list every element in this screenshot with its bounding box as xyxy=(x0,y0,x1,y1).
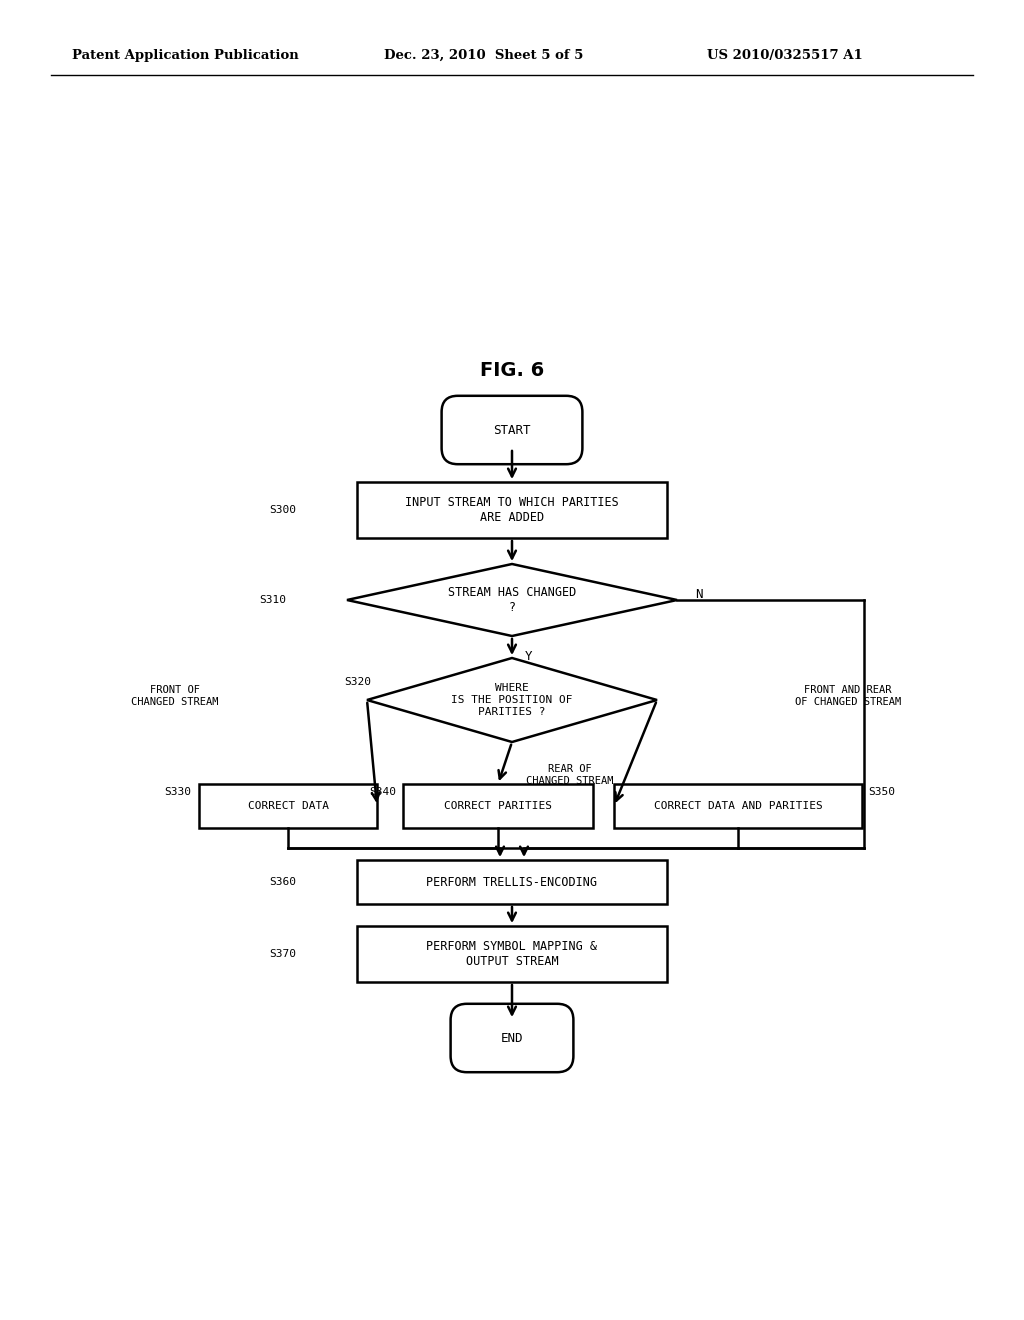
Text: CORRECT DATA: CORRECT DATA xyxy=(248,801,329,810)
FancyBboxPatch shape xyxy=(451,1003,573,1072)
Text: N: N xyxy=(695,587,702,601)
Text: S330: S330 xyxy=(164,787,191,797)
Bar xyxy=(357,927,667,982)
Text: PERFORM SYMBOL MAPPING &
OUTPUT STREAM: PERFORM SYMBOL MAPPING & OUTPUT STREAM xyxy=(427,940,597,968)
Polygon shape xyxy=(367,657,657,742)
Text: Dec. 23, 2010  Sheet 5 of 5: Dec. 23, 2010 Sheet 5 of 5 xyxy=(384,49,584,62)
Text: WHERE
IS THE POSITION OF
PARITIES ?: WHERE IS THE POSITION OF PARITIES ? xyxy=(452,684,572,717)
Text: PERFORM TRELLIS-ENCODING: PERFORM TRELLIS-ENCODING xyxy=(427,875,597,888)
Text: S320: S320 xyxy=(344,677,371,686)
Text: FIG. 6: FIG. 6 xyxy=(480,360,544,380)
Text: END: END xyxy=(501,1031,523,1044)
Text: S300: S300 xyxy=(269,506,296,515)
Text: S350: S350 xyxy=(868,787,895,797)
Text: CORRECT DATA AND PARITIES: CORRECT DATA AND PARITIES xyxy=(653,801,822,810)
FancyBboxPatch shape xyxy=(441,396,583,465)
Text: S310: S310 xyxy=(259,595,286,605)
Bar xyxy=(357,861,667,904)
Text: REAR OF
CHANGED STREAM: REAR OF CHANGED STREAM xyxy=(526,764,613,785)
Text: S340: S340 xyxy=(369,787,396,797)
Text: FRONT OF
CHANGED STREAM: FRONT OF CHANGED STREAM xyxy=(131,685,219,706)
Bar xyxy=(199,784,377,828)
Polygon shape xyxy=(347,564,677,636)
Text: US 2010/0325517 A1: US 2010/0325517 A1 xyxy=(707,49,862,62)
Text: S370: S370 xyxy=(269,949,296,960)
Bar xyxy=(614,784,862,828)
Text: STREAM HAS CHANGED
?: STREAM HAS CHANGED ? xyxy=(447,586,577,614)
Text: FRONT AND REAR
OF CHANGED STREAM: FRONT AND REAR OF CHANGED STREAM xyxy=(795,685,901,706)
Text: CORRECT PARITIES: CORRECT PARITIES xyxy=(444,801,552,810)
Text: Y: Y xyxy=(525,649,532,663)
Bar xyxy=(403,784,593,828)
Text: S360: S360 xyxy=(269,876,296,887)
Text: INPUT STREAM TO WHICH PARITIES
ARE ADDED: INPUT STREAM TO WHICH PARITIES ARE ADDED xyxy=(406,496,618,524)
Text: Patent Application Publication: Patent Application Publication xyxy=(72,49,298,62)
Text: START: START xyxy=(494,424,530,437)
Bar xyxy=(357,482,667,539)
